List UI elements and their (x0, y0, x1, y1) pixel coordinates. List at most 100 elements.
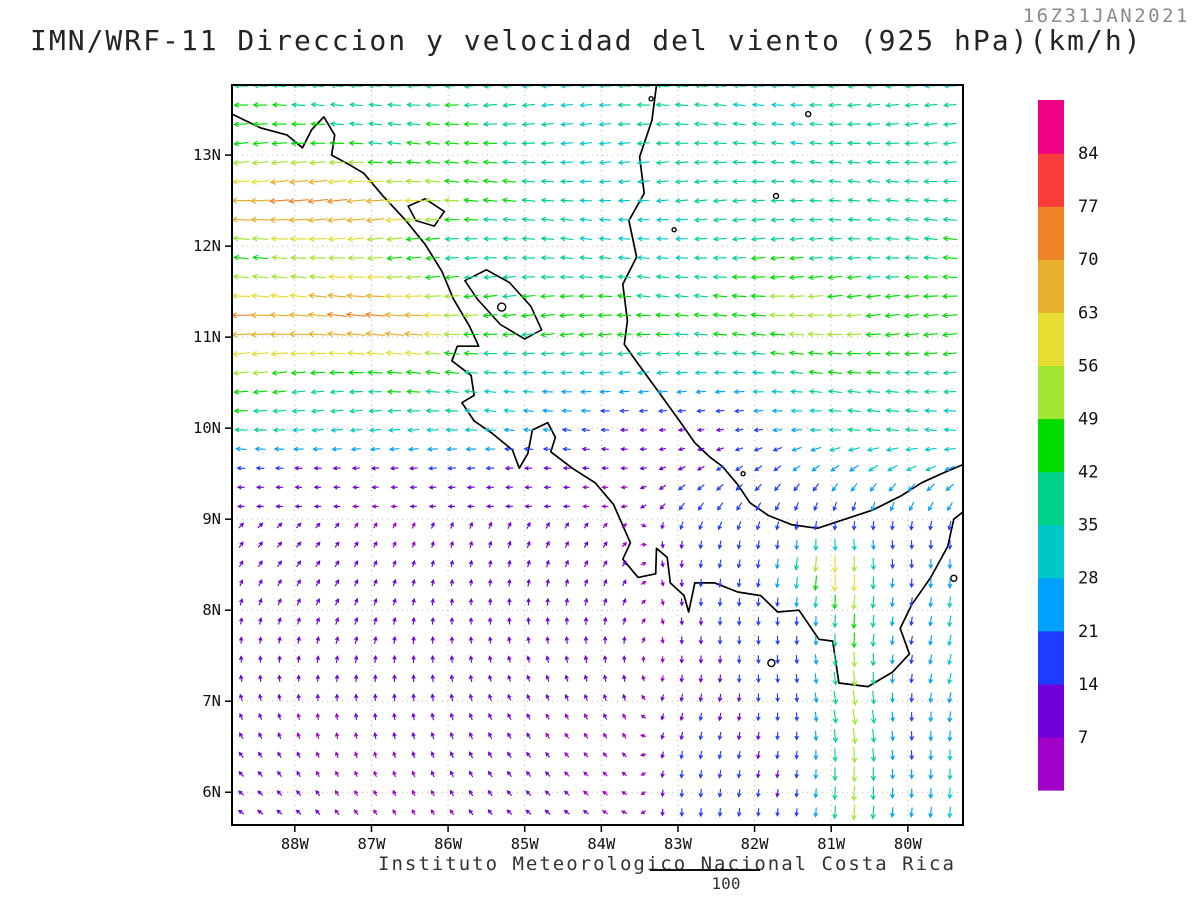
wind-arrow (578, 293, 594, 299)
wind-arrow (444, 236, 459, 242)
wind-arrow (277, 674, 282, 682)
wind-arrow (425, 102, 440, 108)
wind-arrow (523, 446, 534, 452)
wind-arrow (521, 370, 535, 376)
wind-arrow (770, 159, 784, 165)
wind-arrow (296, 522, 302, 529)
wind-arrow (696, 408, 706, 414)
wind-arrow (717, 540, 723, 550)
wind-arrow (540, 255, 555, 261)
wind-arrow (751, 198, 766, 204)
wind-arrow (717, 597, 723, 607)
wind-arrow (507, 636, 512, 644)
wind-arrow (425, 408, 440, 414)
wind-arrow (335, 732, 339, 739)
wind-arrow (367, 121, 382, 127)
wind-arrow (826, 331, 843, 338)
wind-arrow (794, 769, 799, 779)
wind-arrow (392, 712, 397, 721)
scale-bar-line (650, 869, 760, 871)
wind-arrow (603, 674, 608, 682)
wind-arrow (866, 388, 881, 395)
wind-arrow (943, 389, 957, 395)
wind-arrow (788, 312, 805, 318)
wind-arrow (693, 255, 708, 261)
wind-arrow (827, 236, 842, 242)
wind-arrow (832, 614, 838, 629)
island (805, 110, 812, 118)
wind-arrow (424, 236, 440, 242)
wind-arrow (808, 389, 823, 395)
wind-arrow (736, 521, 742, 531)
wind-arrow (520, 313, 536, 319)
wind-arrow (655, 102, 670, 108)
wind-arrow (884, 293, 900, 300)
wind-arrow (559, 179, 574, 184)
wind-arrow (539, 312, 555, 319)
wind-arrow (813, 730, 819, 742)
valid-time-label: 16Z31JAN2021 (1022, 5, 1190, 27)
wind-arrow (425, 121, 440, 127)
wind-arrow (443, 178, 460, 184)
wind-arrow (695, 389, 706, 395)
wind-arrow (731, 236, 747, 242)
wind-arrow (309, 140, 326, 146)
wind-arrow (846, 274, 862, 280)
wind-arrow (885, 102, 900, 108)
wind-arrow (329, 140, 345, 146)
wind-arrow (332, 504, 341, 509)
wind-arrow (618, 389, 630, 395)
wind-arrow (348, 121, 363, 127)
wind-arrow (947, 653, 952, 666)
wind-arrow (252, 102, 268, 108)
wind-arrow (392, 654, 397, 664)
wind-arrow (659, 503, 666, 510)
lake-outline (463, 268, 543, 340)
wind-arrow (794, 539, 799, 551)
wind-arrow (717, 731, 723, 741)
wind-arrow (405, 236, 422, 242)
wind-arrow (411, 635, 416, 644)
wind-arrow (354, 541, 359, 548)
wind-arrow (942, 121, 957, 127)
wind-arrow (832, 786, 838, 801)
wind-arrow (813, 635, 819, 646)
wind-arrow (347, 159, 364, 166)
wind-arrow (769, 350, 785, 356)
wind-arrow (750, 236, 766, 242)
lat-tick-label: 8N (202, 601, 221, 619)
wind-arrow (789, 178, 804, 184)
wind-arrow (865, 350, 881, 357)
wind-arrow (469, 731, 473, 740)
wind-arrow (469, 578, 474, 587)
wind-arrow (678, 502, 685, 511)
wind-arrow (275, 504, 284, 509)
wind-arrow (430, 751, 435, 759)
wind-arrow (328, 159, 345, 166)
wind-arrow (251, 235, 269, 242)
wind-arrow (832, 538, 838, 552)
wind-arrow (354, 560, 359, 567)
wind-arrow (737, 789, 742, 798)
wind-arrow (870, 671, 876, 686)
wind-arrow (501, 121, 517, 127)
wind-arrow (870, 595, 876, 610)
wind-arrow (655, 370, 669, 376)
wind-arrow (831, 483, 839, 492)
wind-arrow (469, 540, 474, 549)
wind-arrow (655, 121, 670, 127)
wind-arrow (928, 654, 933, 665)
wind-arrow (698, 655, 704, 664)
wind-arrow (884, 274, 900, 280)
wind-arrow (890, 521, 895, 531)
wind-arrow (809, 427, 822, 433)
wind-arrow (291, 102, 306, 108)
wind-arrow (846, 140, 861, 146)
wind-arrow (775, 808, 780, 817)
lon-tick-label: 84W (587, 835, 616, 853)
wind-arrow (236, 466, 246, 471)
wind-arrow (655, 179, 669, 185)
wind-arrow (660, 789, 665, 798)
wind-arrow (616, 331, 632, 338)
colorbar-segment (1038, 736, 1064, 791)
